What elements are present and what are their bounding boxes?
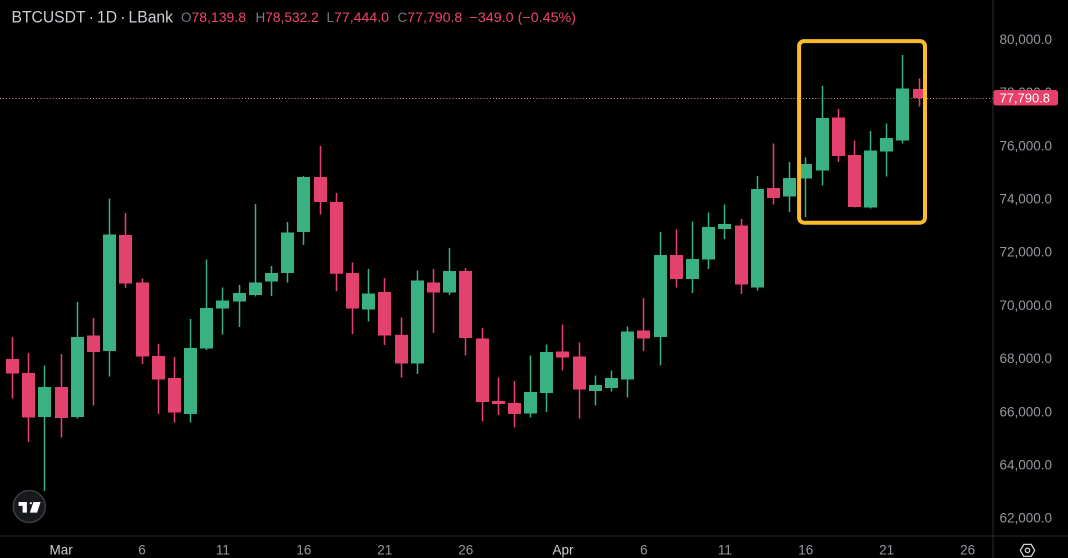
svg-text:6: 6 bbox=[640, 542, 648, 557]
svg-text:21: 21 bbox=[879, 542, 894, 557]
svg-text:11: 11 bbox=[216, 542, 230, 557]
svg-text:80,000.0: 80,000.0 bbox=[1000, 32, 1053, 47]
svg-text:11: 11 bbox=[718, 542, 732, 557]
svg-text:70,000.0: 70,000.0 bbox=[1000, 298, 1053, 313]
svg-text:64,000.0: 64,000.0 bbox=[1000, 458, 1053, 473]
svg-text:Apr: Apr bbox=[552, 542, 574, 557]
svg-text:BTCUSDT · 1D · LBank: BTCUSDT · 1D · LBank bbox=[12, 7, 174, 26]
svg-text:68,000.0: 68,000.0 bbox=[1000, 351, 1053, 366]
svg-text:66,000.0: 66,000.0 bbox=[1000, 404, 1053, 419]
svg-text:16: 16 bbox=[798, 542, 813, 557]
svg-text:Mar: Mar bbox=[49, 542, 73, 557]
svg-text:74,000.0: 74,000.0 bbox=[1000, 192, 1053, 207]
svg-text:O78,139.8 H78,532.2 L77,444.0: O78,139.8 H78,532.2 L77,444.0 C77,790.8 … bbox=[181, 10, 576, 25]
svg-text:26: 26 bbox=[960, 542, 975, 557]
svg-text:77,790.8: 77,790.8 bbox=[1000, 90, 1051, 105]
svg-text:6: 6 bbox=[138, 542, 146, 557]
svg-text:21: 21 bbox=[377, 542, 392, 557]
svg-text:62,000.0: 62,000.0 bbox=[1000, 511, 1053, 526]
svg-text:76,000.0: 76,000.0 bbox=[1000, 138, 1053, 153]
svg-text:72,000.0: 72,000.0 bbox=[1000, 245, 1053, 260]
svg-text:16: 16 bbox=[296, 542, 311, 557]
svg-text:26: 26 bbox=[458, 542, 473, 557]
